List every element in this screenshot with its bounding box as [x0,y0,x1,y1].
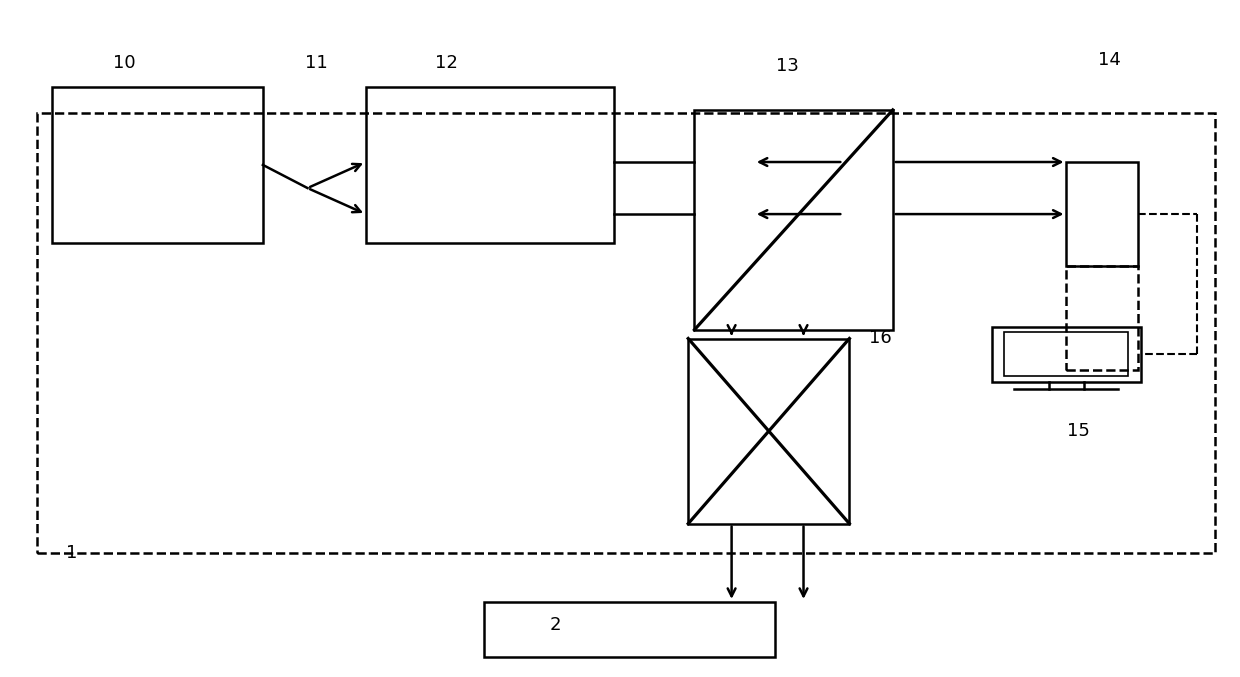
Text: 16: 16 [869,329,892,347]
Bar [37,113,1215,552]
Bar [1066,266,1138,370]
Bar [992,327,1141,382]
Bar [1004,332,1128,376]
Bar [1066,162,1138,266]
Bar [52,87,263,243]
Text: 11: 11 [305,54,327,72]
Bar [484,602,775,657]
Text: 12: 12 [435,54,458,72]
Text: 14: 14 [1099,51,1121,70]
Text: 1: 1 [66,544,78,563]
Bar [688,338,849,524]
Text: 13: 13 [776,58,799,75]
Text: 15: 15 [1068,422,1090,440]
Bar [694,110,893,330]
Text: 10: 10 [113,54,135,72]
Text: 2: 2 [549,615,562,634]
Bar [366,87,614,243]
